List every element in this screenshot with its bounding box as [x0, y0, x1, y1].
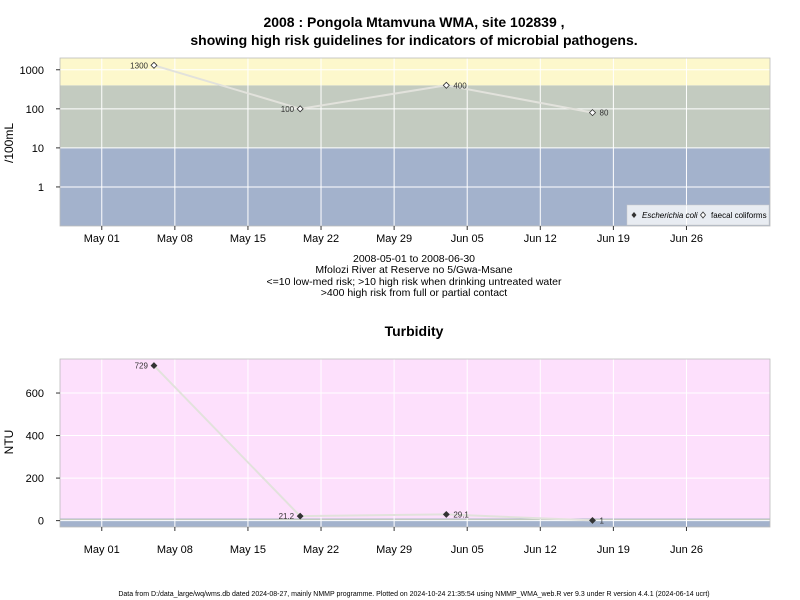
- bottom-data-label-1: 21.2: [279, 512, 295, 521]
- top-x-tick-label-8: Jun 26: [670, 233, 703, 245]
- caption-line-1: 2008-05-01 to 2008-06-30: [353, 253, 475, 265]
- top-y-tick-label-1: 10: [32, 143, 44, 155]
- top-data-point-1: [296, 105, 304, 113]
- top-x-tick-label-6: Jun 12: [524, 233, 557, 245]
- legend-ecoli-marker: [631, 212, 637, 218]
- bottom-data-label-3: 1: [600, 516, 605, 525]
- bottom-data-point-2: [442, 511, 450, 518]
- bottom-x-tick-label-6: Jun 12: [524, 544, 557, 556]
- legend-box: [626, 204, 770, 226]
- risk-band-1: [60, 85, 770, 148]
- bottom-y-tick-label-2: 400: [26, 431, 44, 443]
- top-x-tick-label-2: May 15: [230, 233, 266, 245]
- bottom-y-tick-label-1: 200: [26, 473, 44, 485]
- top-y-tick-label-0: 1: [38, 182, 44, 194]
- bottom-x-tick-label-1: May 08: [157, 544, 193, 556]
- bottom-plot-frame: [59, 358, 771, 528]
- bottom-x-tick-label-4: May 29: [376, 544, 412, 556]
- top-x-tick-label-5: Jun 05: [451, 233, 484, 245]
- bottom-x-tick-label-8: Jun 26: [670, 544, 703, 556]
- legend-faecal-label: faecal coliforms: [711, 211, 767, 220]
- bottom-series-line-0: [153, 364, 593, 522]
- top-y-tick-label-2: 100: [26, 104, 44, 116]
- bottom-x-tick-label-5: Jun 05: [451, 544, 484, 556]
- turbidity-background: [60, 359, 770, 527]
- bottom-data-label-2: 29.1: [453, 510, 469, 519]
- bottom-plot-area: 0 200 400 600 May 01 May 08 May 15 May 22 May 29…: [26, 358, 771, 556]
- bottom-data-point-1: [296, 512, 304, 520]
- bottom-y-tick-label-0: 0: [38, 516, 44, 528]
- top-x-tick-label-7: Jun 19: [597, 233, 630, 245]
- risk-band-2: [60, 58, 770, 86]
- top-chart-ylabel: /100mL: [2, 123, 16, 163]
- top-data-point-0: [150, 61, 158, 69]
- caption-line-2: Mfolozi River at Reserve no 5/Gwa-Msane: [315, 264, 512, 276]
- bottom-x-tick-label-2: May 15: [230, 544, 266, 556]
- top-y-tick-label-3: 1000: [20, 65, 44, 77]
- top-data-point-3: [588, 109, 597, 117]
- bottom-data-point-3: [589, 516, 596, 524]
- top-plot-frame: [59, 57, 771, 227]
- bottom-x-tick-label-0: May 01: [84, 544, 120, 556]
- top-x-tick-label-3: May 22: [303, 233, 339, 245]
- top-x-tick-label-4: May 29: [376, 233, 412, 245]
- caption-line-3: <=10 low-med risk; >10 high risk when dr…: [266, 276, 562, 288]
- bottom-chart-ylabel: NTU: [2, 430, 16, 455]
- legend: Escherichia coli faecal coliforms: [626, 204, 770, 226]
- top-x-tick-label-1: May 08: [157, 233, 193, 245]
- top-x-tick-label-0: May 01: [84, 233, 120, 245]
- bottom-data-point-0: [150, 362, 158, 370]
- top-data-label-0: 1300: [130, 61, 148, 70]
- top-data-label-1: 100: [281, 105, 295, 114]
- caption-line-4: >400 high risk from full or partial cont…: [321, 287, 508, 299]
- bottom-x-tick-label-3: May 22: [303, 544, 339, 556]
- bottom-y-tick-label-3: 600: [26, 388, 44, 400]
- turbidity-low-band: [60, 518, 770, 527]
- footer-note: Data from D:/data_large/wq/wms.db dated …: [118, 591, 709, 598]
- top-chart-title-line1: 2008 : Pongola Mtamvuna WMA, site 102839…: [263, 14, 564, 30]
- top-plot-area: 1 10 100 1000 May 01 May 08 May 15 May 22 May 29…: [20, 57, 771, 245]
- bottom-chart-title: Turbidity: [385, 323, 444, 339]
- bottom-data-label-0: 729: [135, 362, 149, 371]
- top-chart-title-line2: showing high risk guidelines for indicat…: [190, 32, 637, 48]
- top-data-label-3: 80: [600, 109, 609, 118]
- bottom-x-tick-label-7: Jun 19: [597, 544, 630, 556]
- top-data-label-2: 400: [453, 81, 467, 90]
- legend-ecoli-label: Escherichia coli: [642, 211, 698, 220]
- top-series-line-0: [153, 64, 593, 114]
- legend-faecal-marker: [699, 211, 707, 219]
- top-data-point-2: [442, 81, 450, 89]
